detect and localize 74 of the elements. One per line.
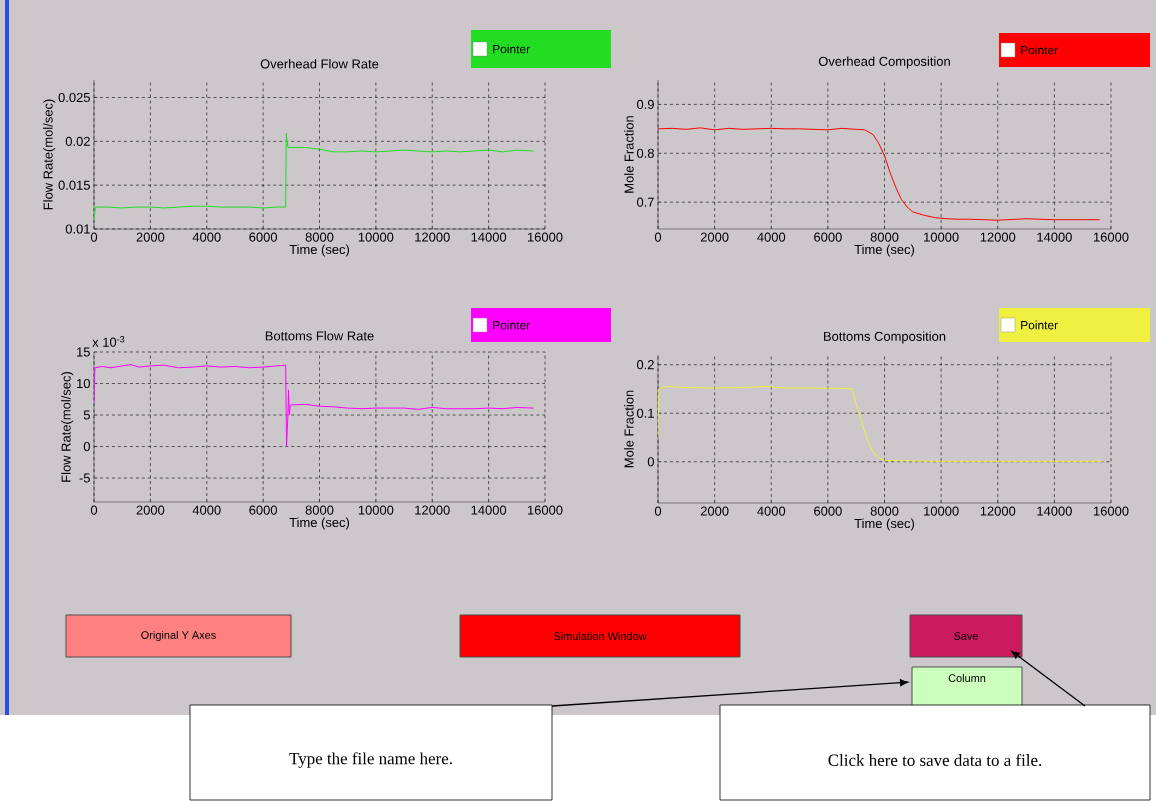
x-tick-label: 0 — [90, 505, 98, 515]
x-tick-label: 8000 — [870, 232, 899, 242]
chart-title: Bottoms Flow Rate — [265, 330, 374, 341]
x-tick-label: 0 — [654, 506, 662, 516]
y-tick-label: 0.1 — [636, 408, 654, 418]
y-tick-label: 10 — [77, 378, 90, 389]
y-axis-title: Flow Rate(mol/sec) — [43, 99, 56, 210]
x-tick-label: 2000 — [700, 506, 729, 516]
y-tick-label: 0.7 — [636, 197, 654, 207]
y-tick-label: 0 — [83, 441, 90, 452]
y-tick-label: 5 — [83, 410, 90, 420]
chart-title: Overhead Composition — [818, 56, 950, 69]
y-tick-label: 0.025 — [58, 92, 90, 103]
y-tick-label: 15 — [77, 347, 90, 357]
y-tick-label: 0 — [647, 457, 654, 467]
y-axis-title: Mole Fraction — [624, 390, 634, 468]
y-tick-label: 0.9 — [636, 99, 654, 109]
x-tick-label: 14000 — [1037, 232, 1072, 242]
y-axis-title: Flow Rate(mol/sec) — [61, 372, 74, 482]
x-tick-label: 2000 — [700, 232, 729, 242]
x-tick-label: 10000 — [358, 232, 394, 242]
x-tick-label: 12000 — [980, 232, 1016, 242]
x-tick-label: 16000 — [1093, 232, 1129, 242]
x-tick-label: 14000 — [1037, 506, 1072, 516]
x-axis-title: Time (sec) — [289, 517, 350, 530]
x-tick-label: 4000 — [192, 232, 221, 242]
chart-title: Overhead Flow Rate — [260, 58, 379, 69]
x-tick-label: 8000 — [870, 506, 899, 516]
x-tick-label: 4000 — [192, 505, 221, 515]
chart-title: Bottoms Composition — [824, 331, 946, 344]
x-tick-label: 12000 — [415, 505, 450, 515]
x-tick-label: 16000 — [527, 505, 563, 515]
text: Simulation Window — [553, 631, 647, 641]
x-tick-label: 4000 — [757, 506, 786, 516]
x-tick-label: 0 — [654, 232, 662, 242]
x-tick-label: 8000 — [305, 505, 334, 515]
x-axis-title: Time (sec) — [854, 244, 915, 257]
x-tick-label: 16000 — [527, 232, 563, 242]
y-axis-title: Mole Fraction — [624, 116, 634, 193]
x-tick-label: 14000 — [471, 505, 507, 515]
text: Pointer — [1021, 320, 1058, 330]
y-tick-label: 0.02 — [65, 136, 90, 146]
x-axis-title: Time (sec) — [854, 518, 915, 531]
x-tick-label: 0 — [90, 232, 98, 242]
x-tick-label: 8000 — [305, 232, 334, 242]
x-tick-label: 14000 — [471, 232, 507, 242]
y-tick-label: 0.015 — [58, 180, 90, 190]
x-tick-label: 2000 — [136, 232, 165, 242]
x-tick-label: 2000 — [136, 505, 165, 515]
y-tick-label: 0.8 — [636, 148, 654, 158]
text: Pointer — [493, 320, 530, 330]
x-tick-label: 16000 — [1093, 506, 1129, 516]
x-tick-label: 10000 — [924, 506, 959, 516]
y-tick-label: -5 — [79, 473, 90, 483]
text: Column — [948, 673, 986, 683]
x-tick-label: 12000 — [980, 506, 1016, 516]
text: Click here to save data to a file. — [828, 753, 1042, 767]
x-tick-label: 12000 — [415, 232, 450, 242]
text: Type the file name here. — [289, 752, 452, 768]
x-tick-label: 6000 — [814, 232, 842, 242]
text: Save — [954, 632, 979, 640]
text: Pointer — [1021, 45, 1058, 55]
y-tick-label: 0.2 — [636, 360, 654, 370]
x-axis-title: Time (sec) — [289, 244, 350, 257]
x-tick-label: 4000 — [757, 232, 786, 242]
text: Original Y Axes — [141, 630, 216, 642]
x-tick-label: 6000 — [814, 506, 842, 516]
y-tick-label: 0.01 — [65, 224, 90, 234]
x-tick-label: 6000 — [249, 505, 278, 515]
text: x 10$^{-3}$ — [92, 336, 125, 347]
x-tick-label: 10000 — [924, 232, 959, 242]
x-tick-label: 10000 — [358, 505, 394, 515]
text: Pointer — [493, 44, 530, 54]
x-tick-label: 6000 — [249, 232, 278, 242]
